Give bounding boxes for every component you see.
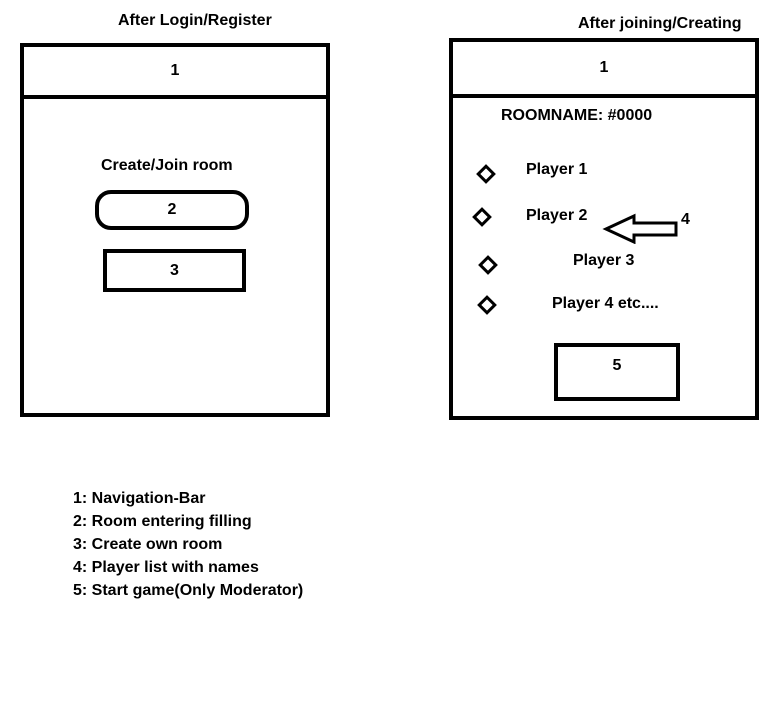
legend-item: 1: Navigation-Bar (73, 490, 206, 507)
right-screen-frame: 1 (449, 38, 759, 420)
legend: 1: Navigation-Bar 2: Room entering filli… (73, 487, 303, 602)
right-screen-title: After joining/Creating (578, 15, 742, 32)
create-room-number: 3 (170, 261, 179, 279)
navigation-bar-room[interactable]: 1 (453, 42, 755, 98)
callout-arrow-icon (602, 213, 678, 244)
start-game-number: 5 (612, 357, 622, 374)
player-1-label: Player 1 (526, 161, 588, 178)
navbar-number: 1 (170, 62, 180, 79)
left-screen-title: After Login/Register (118, 12, 272, 29)
create-room-button[interactable]: 3 (103, 249, 246, 292)
left-screen-frame: 1 (20, 43, 330, 417)
player-3-label: Player 3 (573, 252, 635, 269)
room-input-number: 2 (167, 201, 177, 218)
player-2-label: Player 2 (526, 207, 588, 224)
player-4-label: Player 4 etc.... (552, 295, 659, 312)
start-game-button[interactable]: 5 (554, 343, 680, 401)
create-join-heading: Create/Join room (101, 157, 233, 174)
legend-item: 5: Start game(Only Moderator) (73, 582, 304, 599)
callout-number: 4 (681, 211, 690, 228)
legend-item: 3: Create own room (73, 536, 223, 553)
navbar-room-number: 1 (599, 59, 609, 76)
room-input-field[interactable]: 2 (95, 190, 249, 230)
room-name-label: ROOMNAME: #0000 (501, 107, 653, 124)
legend-item: 2: Room entering filling (73, 513, 252, 530)
legend-item: 4: Player list with names (73, 559, 259, 576)
navigation-bar[interactable]: 1 (24, 47, 326, 99)
